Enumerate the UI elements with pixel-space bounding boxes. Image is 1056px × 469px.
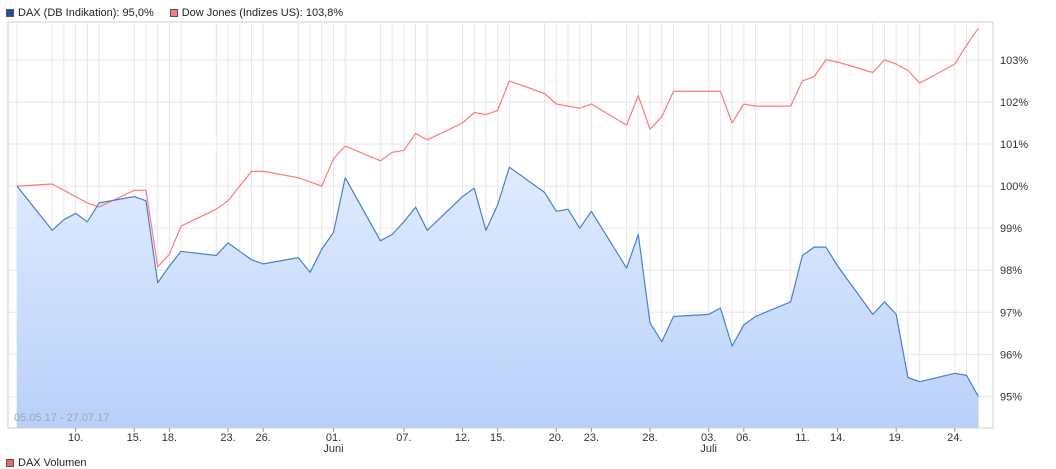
y-tick-label: 101% xyxy=(1000,139,1028,151)
volume-legend-label: DAX Volumen xyxy=(18,457,87,469)
y-tick-label: 96% xyxy=(1000,349,1022,361)
dax-area-fill xyxy=(17,167,979,428)
dax-area-layer xyxy=(17,167,979,428)
x-tick-label: 14. xyxy=(830,432,845,444)
x-tick-month-label: Juli xyxy=(700,443,717,455)
x-tick-label: 23. xyxy=(220,432,235,444)
y-tick-label: 95% xyxy=(1000,391,1022,403)
x-tick-label: 07. xyxy=(396,432,411,444)
y-tick-label: 98% xyxy=(1000,265,1022,277)
x-tick-label: 19. xyxy=(889,432,904,444)
chart-legend: DAX (DB Indikation): 95,0% Dow Jones (In… xyxy=(6,6,359,20)
x-tick-label: 28. xyxy=(642,432,657,444)
y-tick-label: 102% xyxy=(1000,97,1028,109)
legend-label-dow: Dow Jones (Indizes US): 103,8% xyxy=(181,7,344,19)
dax-line xyxy=(16,166,979,397)
date-range-label: 05.05.17 - 27.07.17 xyxy=(14,412,109,424)
y-tick-label: 103% xyxy=(1000,55,1028,67)
x-tick-label: 06. xyxy=(736,432,751,444)
x-tick-label: 03. xyxy=(701,432,716,444)
x-tick-label: 15. xyxy=(127,432,142,444)
x-tick-label: 24. xyxy=(947,432,962,444)
series-layer xyxy=(16,27,979,397)
dax-swatch xyxy=(6,9,14,17)
x-tick-label: 18. xyxy=(162,432,177,444)
legend-item-dow[interactable]: Dow Jones (Indizes US): 103,8% xyxy=(169,7,344,19)
x-tick-label: 15. xyxy=(490,432,505,444)
x-tick-label: 26. xyxy=(256,432,271,444)
y-tick-label: 100% xyxy=(1000,181,1028,193)
axes: 95% 96% 97% 98% 99% 100% 101% 102% 103% 10. 15. 18.… xyxy=(68,55,1028,455)
x-tick-label: 11. xyxy=(795,432,809,444)
legend-item-dax[interactable]: DAX (DB Indikation): 95,0% xyxy=(6,7,154,19)
x-tick-label: 23. xyxy=(584,432,599,444)
x-tick-label: 20. xyxy=(549,432,564,444)
legend-label-dax: DAX (DB Indikation): 95,0% xyxy=(18,7,154,19)
x-tick-month-label: Juni xyxy=(323,443,343,455)
volume-legend[interactable]: DAX Volumen xyxy=(6,457,86,469)
x-tick-label: 12. xyxy=(455,432,470,444)
x-tick-label: 10. xyxy=(68,432,83,444)
y-tick-label: 99% xyxy=(1000,223,1022,235)
volume-swatch xyxy=(6,459,14,467)
dow-jones-line xyxy=(16,27,979,268)
x-tick-label: 01. xyxy=(326,432,341,444)
y-tick-label: 97% xyxy=(1000,307,1022,319)
dow-swatch xyxy=(169,9,178,17)
